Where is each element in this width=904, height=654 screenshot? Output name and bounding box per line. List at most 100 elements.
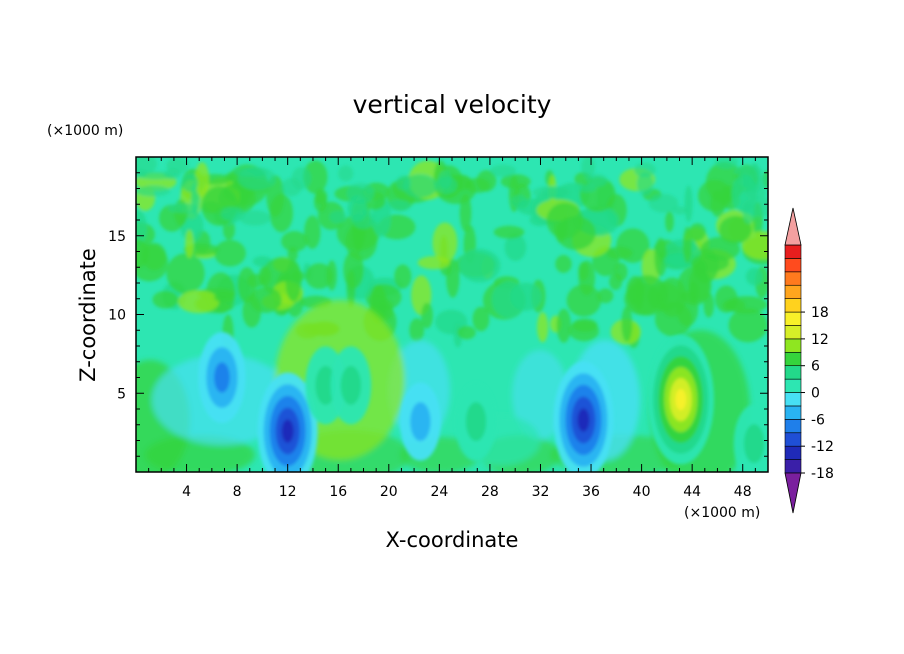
turbulence-blob [472, 306, 490, 332]
turbulence-blob [185, 229, 194, 259]
turbulence-blob [281, 231, 308, 252]
velocity-contour [281, 419, 294, 443]
colorbar-swatch [784, 258, 802, 273]
turbulence-blob [572, 318, 598, 332]
turbulence-blob [665, 211, 674, 233]
x-tick-label: 20 [380, 484, 398, 500]
turbulence-blob [509, 282, 542, 311]
x-tick-label: 28 [481, 484, 499, 500]
turbulence-blob [233, 167, 268, 177]
turbulence-blob [285, 260, 302, 302]
turbulence-blob [394, 264, 412, 289]
turbulence-blob [690, 253, 730, 272]
turbulence-blob [672, 206, 687, 215]
turbulence-blob [634, 162, 656, 178]
turbulence-blob [714, 157, 739, 169]
x-tick-label: 12 [279, 484, 297, 500]
turbulence-blob [238, 210, 271, 226]
colorbar: 18 12 6 0 -6 -12 -18 [784, 207, 834, 514]
turbulence-blob [576, 184, 597, 193]
turbulence-blob [194, 162, 210, 197]
colorbar-swatch [784, 244, 802, 259]
turbulence-blob [511, 194, 527, 209]
turbulence-blob [504, 233, 527, 261]
turbulence-blob [214, 291, 235, 303]
upper-turbulence [136, 157, 768, 351]
turbulence-blob [346, 182, 375, 204]
x-axis: 4 8 12 16 20 24 28 32 36 40 44 48 [148, 157, 769, 500]
turbulence-blob [682, 226, 692, 264]
colorbar-swatch [784, 325, 802, 340]
x-tick-label: 32 [532, 484, 550, 500]
turbulence-blob [546, 202, 584, 239]
turbulence-blob [648, 193, 679, 213]
turbulence-blob [421, 302, 433, 329]
turbulence-blob [742, 202, 755, 224]
turbulence-blob [409, 318, 425, 342]
x-tick-label: 40 [633, 484, 651, 500]
turbulence-blob [446, 258, 460, 298]
turbulence-blob [636, 171, 654, 196]
turbulence-blob [166, 157, 189, 174]
turbulence-blob [303, 160, 328, 194]
x-unit-label: (×1000 m) [684, 505, 760, 521]
turbulence-blob [136, 185, 171, 197]
x-tick-label: 8 [233, 484, 242, 500]
x-tick-label: 36 [582, 484, 600, 500]
velocity-contour [465, 402, 487, 442]
turbulence-blob [136, 209, 147, 246]
colorbar-swatch [784, 459, 802, 474]
turbulence-blob [247, 274, 265, 288]
turbulence-blob [181, 173, 199, 193]
colorbar-tick-label: 18 [811, 305, 829, 321]
y-unit-label: (×1000 m) [47, 123, 123, 139]
turbulence-blob [715, 285, 738, 313]
turbulence-blob [540, 186, 570, 199]
velocity-contour [675, 388, 687, 411]
turbulence-blob [291, 167, 311, 190]
colorbar-swatch [784, 271, 802, 286]
turbulence-blob [718, 215, 753, 244]
velocity-cells [198, 332, 768, 472]
colorbar-swatch [784, 405, 802, 420]
turbulence-blob [351, 209, 375, 230]
turbulence-blob [614, 262, 628, 282]
turbulence-blob [556, 308, 572, 343]
colorbar-swatch [784, 419, 802, 434]
velocity-contour [214, 362, 230, 393]
chart-title: vertical velocity [353, 90, 552, 119]
turbulence-blob [338, 165, 354, 182]
turbulence-blob [346, 269, 356, 308]
colorbar-min-triangle [784, 472, 802, 514]
turbulence-blob [167, 203, 199, 214]
velocity-contour [340, 365, 362, 405]
velocity-contour [315, 365, 336, 405]
turbulence-blob [220, 206, 245, 222]
turbulence-blob [432, 222, 458, 263]
colorbar-swatch [784, 351, 802, 367]
turbulence-blob [142, 242, 167, 271]
colorbar-max-triangle [784, 207, 802, 246]
turbulence-blob [214, 239, 246, 267]
turbulence-blob [566, 284, 602, 317]
turbulence-blob [457, 325, 476, 340]
velocity-contour [743, 424, 765, 464]
turbulence-blob [177, 290, 220, 314]
turbulence-blob [313, 192, 328, 212]
x-tick-label: 16 [329, 484, 347, 500]
turbulence-blob [684, 185, 693, 223]
turbulence-blob [663, 253, 691, 270]
colorbar-swatch [784, 298, 802, 313]
turbulence-blob [744, 187, 767, 199]
colorbar-swatch [784, 365, 802, 380]
colorbar-swatch [784, 338, 802, 353]
turbulence-blob [136, 157, 157, 175]
turbulence-blob [688, 223, 706, 242]
y-tick-label: 10 [108, 308, 126, 324]
turbulence-blob [586, 174, 608, 187]
y-axis: 5 10 15 [108, 172, 768, 457]
colorbar-swatch [784, 445, 802, 460]
turbulence-blob [734, 165, 763, 177]
turbulence-blob [597, 288, 614, 304]
